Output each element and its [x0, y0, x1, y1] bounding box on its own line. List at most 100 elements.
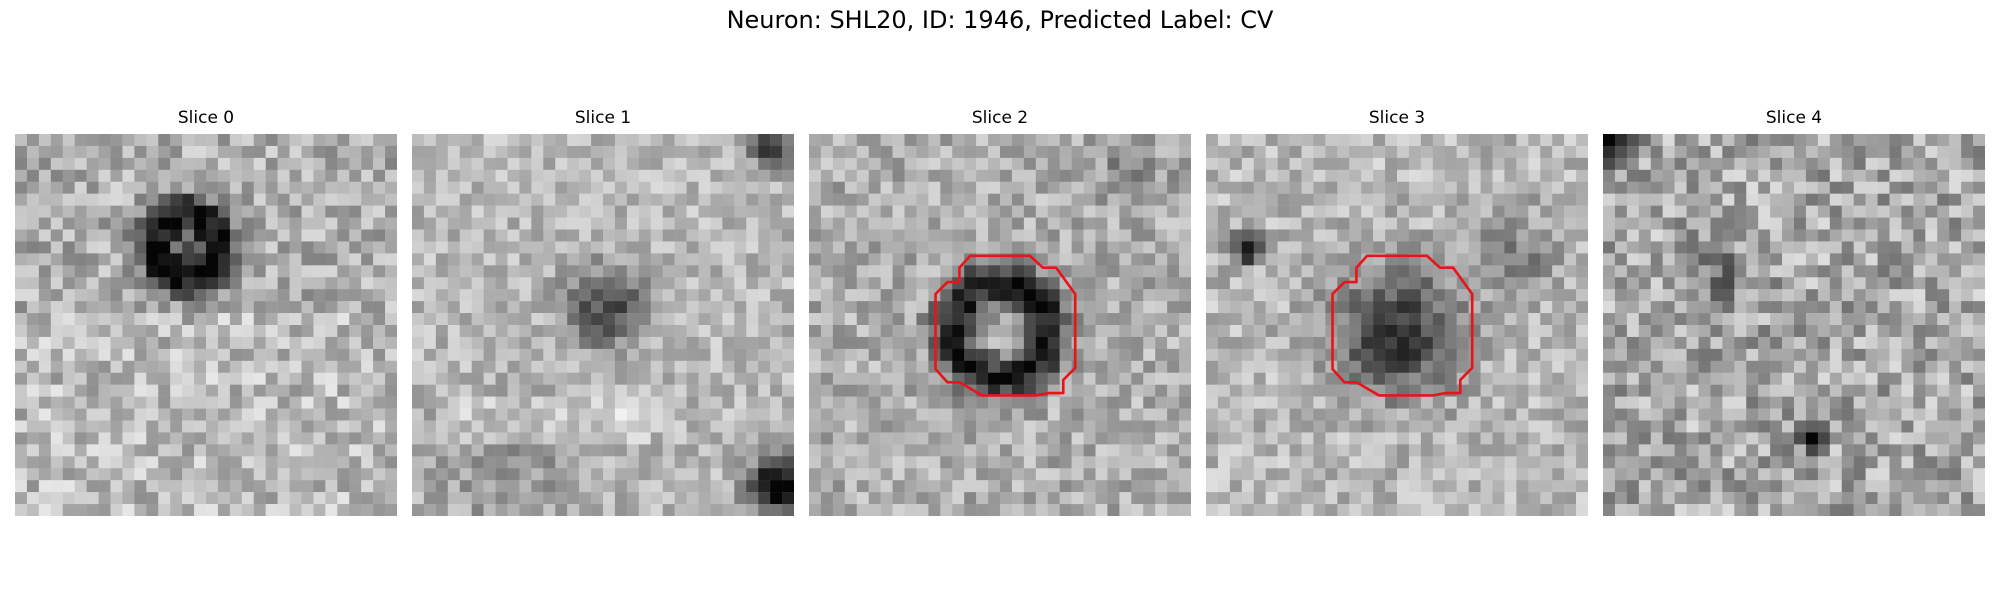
image-pixel [15, 241, 28, 254]
image-pixel [916, 336, 929, 350]
image-pixel [686, 504, 699, 516]
image-pixel [1782, 384, 1795, 397]
image-pixel [74, 205, 87, 218]
image-pixel [1131, 289, 1144, 302]
image-pixel [1782, 348, 1795, 362]
image-pixel [1973, 301, 1985, 314]
image-pixel [940, 456, 953, 469]
image-pixel [1504, 313, 1517, 326]
image-pixel [1540, 265, 1553, 278]
image-pixel [928, 480, 941, 493]
image-pixel [74, 360, 87, 373]
image-pixel [1217, 420, 1231, 433]
image-pixel [1540, 181, 1553, 194]
image-pixel [1758, 336, 1771, 350]
image-pixel [591, 408, 604, 421]
image-pixel [483, 420, 496, 433]
image-pixel [555, 325, 568, 338]
image-pixel [1614, 277, 1628, 290]
image-pixel [1674, 157, 1687, 171]
image-pixel [746, 420, 759, 433]
image-pixel [868, 372, 881, 385]
image-pixel [892, 492, 905, 505]
image-pixel [1782, 193, 1795, 206]
image-pixel [591, 480, 604, 493]
image-pixel [856, 301, 869, 314]
image-pixel [650, 384, 663, 397]
image-pixel [146, 420, 159, 433]
image-pixel [253, 205, 266, 218]
image-pixel [206, 313, 219, 326]
image-pixel [1179, 480, 1191, 493]
image-pixel [976, 348, 989, 362]
image-pixel [1289, 313, 1302, 326]
image-pixel [1698, 420, 1711, 433]
image-pixel [710, 336, 723, 350]
image-pixel [337, 277, 350, 290]
image-pixel [1564, 181, 1577, 194]
image-pixel [758, 229, 771, 242]
image-pixel [650, 468, 663, 481]
image-pixel [325, 181, 338, 194]
image-pixel [229, 408, 243, 421]
image-pixel [722, 480, 735, 493]
image-pixel [495, 289, 508, 302]
image-pixel [507, 145, 520, 159]
image-pixel [1480, 408, 1493, 421]
image-pixel [1937, 157, 1950, 171]
image-pixel [1961, 360, 1974, 373]
image-pixel [313, 169, 326, 182]
image-pixel [337, 229, 350, 242]
image-pixel [1349, 396, 1362, 409]
image-pixel [1889, 265, 1902, 278]
image-pixel [928, 205, 941, 218]
image-pixel [325, 229, 338, 242]
image-pixel [614, 396, 628, 409]
image-pixel [385, 396, 397, 409]
image-pixel [1853, 301, 1866, 314]
image-pixel [74, 277, 87, 290]
image-pixel [904, 313, 917, 326]
image-pixel [1301, 504, 1314, 516]
image-pixel [158, 372, 171, 385]
image-pixel [1492, 468, 1505, 481]
image-pixel [809, 348, 822, 362]
image-pixel [206, 480, 219, 493]
image-pixel [567, 241, 580, 254]
image-pixel [1710, 169, 1723, 182]
image-pixel [50, 348, 63, 362]
image-pixel [1206, 193, 1219, 206]
image-pixel [820, 384, 834, 397]
image-pixel [1925, 325, 1938, 338]
image-pixel [1206, 396, 1219, 409]
image-pixel [1143, 372, 1156, 385]
image-pixel [1770, 456, 1783, 469]
image-pixel [1119, 145, 1132, 159]
image-pixel [591, 229, 604, 242]
image-pixel [603, 301, 616, 314]
image-pixel [38, 134, 52, 147]
image-pixel [1937, 444, 1950, 457]
image-pixel [698, 145, 711, 159]
image-pixel [531, 348, 544, 362]
image-pixel [471, 504, 484, 516]
image-pixel [1540, 145, 1553, 159]
image-pixel [1528, 169, 1541, 182]
image-pixel [1614, 217, 1628, 230]
image-pixel [1603, 408, 1616, 421]
image-pixel [916, 169, 929, 182]
image-pixel [1241, 265, 1254, 278]
image-pixel [1925, 384, 1938, 397]
image-pixel [976, 289, 989, 302]
image-pixel [1468, 348, 1481, 362]
image-pixel [507, 384, 520, 397]
image-pixel [385, 241, 397, 254]
image-pixel [170, 336, 183, 350]
image-pixel [832, 396, 846, 409]
image-pixel [1035, 313, 1048, 326]
image-pixel [1480, 205, 1493, 218]
image-pixel [74, 384, 87, 397]
image-pixel [1686, 265, 1699, 278]
image-pixel [1925, 408, 1938, 421]
image-pixel [1035, 145, 1048, 159]
